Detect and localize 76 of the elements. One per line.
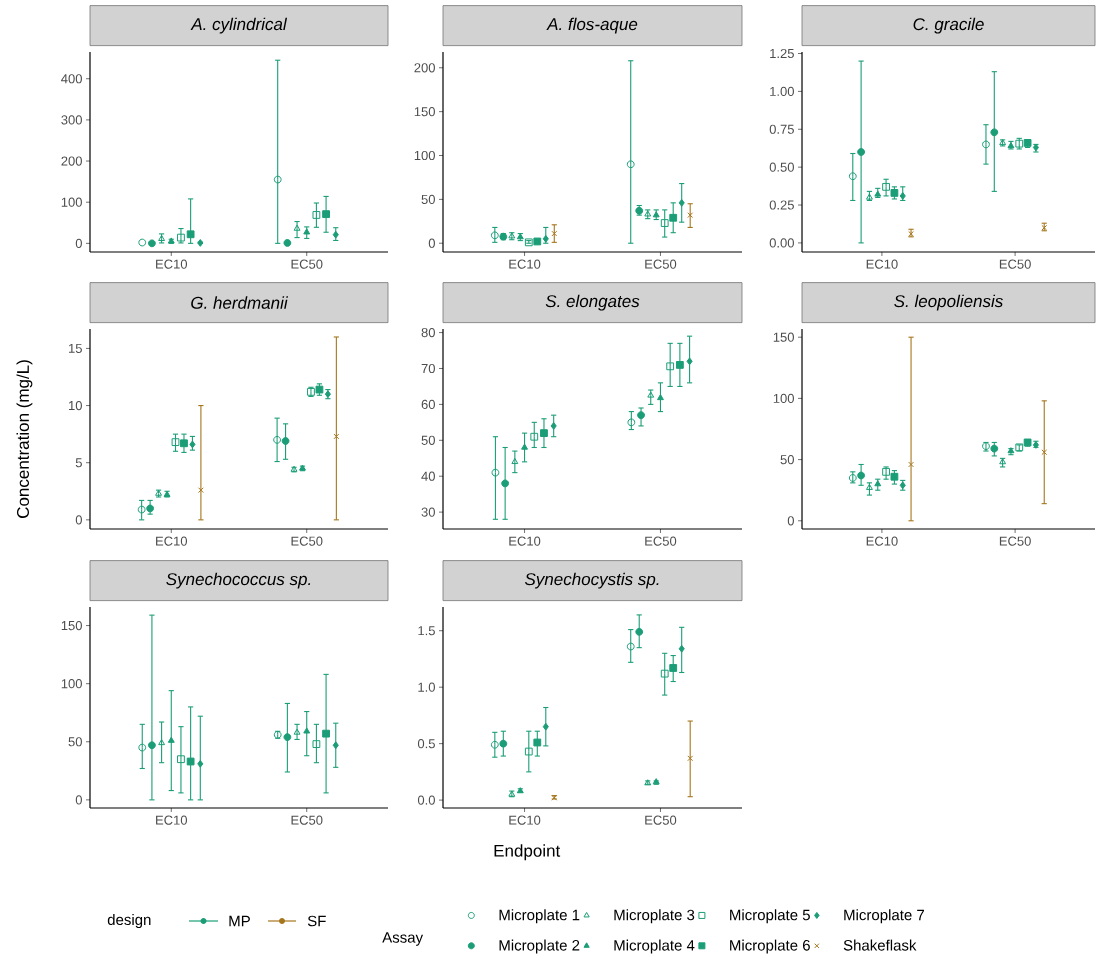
y-tick-label: 0 xyxy=(787,516,794,526)
y-tick-label: 400 xyxy=(61,74,82,84)
x-tick-label: EC50 xyxy=(999,259,1031,269)
y-tick-label: 0.00 xyxy=(769,238,794,248)
chart-title: A. cylindrical xyxy=(190,17,288,34)
x-tick-label: EC50 xyxy=(645,815,677,825)
legend-label: Microplate 6 xyxy=(730,939,810,954)
x-axis-title: Endpoint xyxy=(494,844,561,861)
legend-label: Microplate 4 xyxy=(614,939,695,954)
y-tick-label: 1.25 xyxy=(770,48,794,59)
y-tick-label: 0.5 xyxy=(417,739,435,749)
y-tick-label: 50 xyxy=(421,194,435,204)
x-tick-label: EC10 xyxy=(866,259,898,269)
x-tick-label: EC10 xyxy=(156,815,188,825)
y-tick-label: 100 xyxy=(773,393,794,403)
y-tick-label: 100 xyxy=(61,197,82,207)
y-tick-label: 150 xyxy=(61,620,82,631)
chart-title: Synechococcus sp. xyxy=(166,572,311,589)
y-tick-label: 40 xyxy=(421,471,435,481)
y-tick-label: 200 xyxy=(61,156,82,166)
y-axis-title: Concentration (mg/L) xyxy=(16,360,33,518)
y-tick-label: 300 xyxy=(61,115,82,125)
text: SF xyxy=(307,915,326,927)
y-tick-label: 0.50 xyxy=(769,162,794,172)
y-tick-label: 150 xyxy=(414,107,435,117)
x-tick-label: EC10 xyxy=(156,536,188,546)
legend-label: Microplate 5 xyxy=(730,909,810,924)
y-tick-label: 10 xyxy=(69,400,82,411)
x-tick-label: EC10 xyxy=(866,536,898,546)
chart-title: S. elongates xyxy=(545,294,640,311)
y-tick-label: 1.5 xyxy=(418,626,435,636)
chart-title: G. herdmanii xyxy=(191,296,289,309)
legend-label: Microplate 2 xyxy=(499,939,580,954)
y-tick-label: 50 xyxy=(68,737,82,747)
x-tick-label: EC50 xyxy=(291,536,323,546)
text: design xyxy=(107,914,151,928)
y-tick-label: 30 xyxy=(421,507,435,517)
chart-title: A. flos-aque xyxy=(546,17,638,34)
y-tick-label: 5 xyxy=(75,458,82,468)
y-tick-label: 150 xyxy=(773,332,794,342)
y-tick-label: 70 xyxy=(421,363,435,374)
legend-label: Microplate 1 xyxy=(499,909,580,924)
y-tick-label: 100 xyxy=(61,679,82,689)
legend-label: Microplate 7 xyxy=(844,909,924,924)
y-tick-label: 0.25 xyxy=(769,200,794,210)
y-tick-label: 60 xyxy=(421,399,435,409)
y-tick-label: 1.00 xyxy=(770,86,794,96)
text: MP xyxy=(229,915,250,927)
x-tick-label: EC10 xyxy=(156,259,188,269)
x-tick-label: EC50 xyxy=(291,815,323,825)
y-tick-label: 0 xyxy=(428,238,435,248)
legend-title: Assay xyxy=(382,932,424,946)
chart-title: Synechocystis sp. xyxy=(524,572,659,589)
y-tick-label: 1.0 xyxy=(418,682,435,692)
chart-title: S. leopoliensis xyxy=(894,294,1003,311)
y-tick-label: 0.0 xyxy=(417,795,435,805)
x-tick-label: EC10 xyxy=(509,259,541,269)
legend-label: Microplate 3 xyxy=(614,909,695,924)
y-tick-label: 80 xyxy=(421,327,435,338)
y-tick-label: 0 xyxy=(75,515,82,525)
y-tick-label: 50 xyxy=(780,454,794,465)
x-tick-label: EC10 xyxy=(509,536,541,546)
y-tick-label: 0 xyxy=(75,795,82,805)
x-tick-label: EC50 xyxy=(999,536,1031,546)
y-tick-label: 100 xyxy=(414,150,435,161)
x-tick-label: EC50 xyxy=(645,536,677,546)
y-tick-label: 15 xyxy=(69,343,82,353)
y-tick-label: 50 xyxy=(421,435,435,445)
x-tick-label: EC10 xyxy=(509,815,541,825)
y-tick-label: 0.75 xyxy=(769,124,794,134)
legend-label: Shakeflask xyxy=(843,939,917,951)
chart-title: C. gracile xyxy=(913,17,984,34)
x-tick-label: EC50 xyxy=(291,259,323,269)
x-tick-label: EC50 xyxy=(645,259,677,269)
y-tick-label: 200 xyxy=(414,63,435,73)
y-tick-label: 0 xyxy=(75,238,82,248)
